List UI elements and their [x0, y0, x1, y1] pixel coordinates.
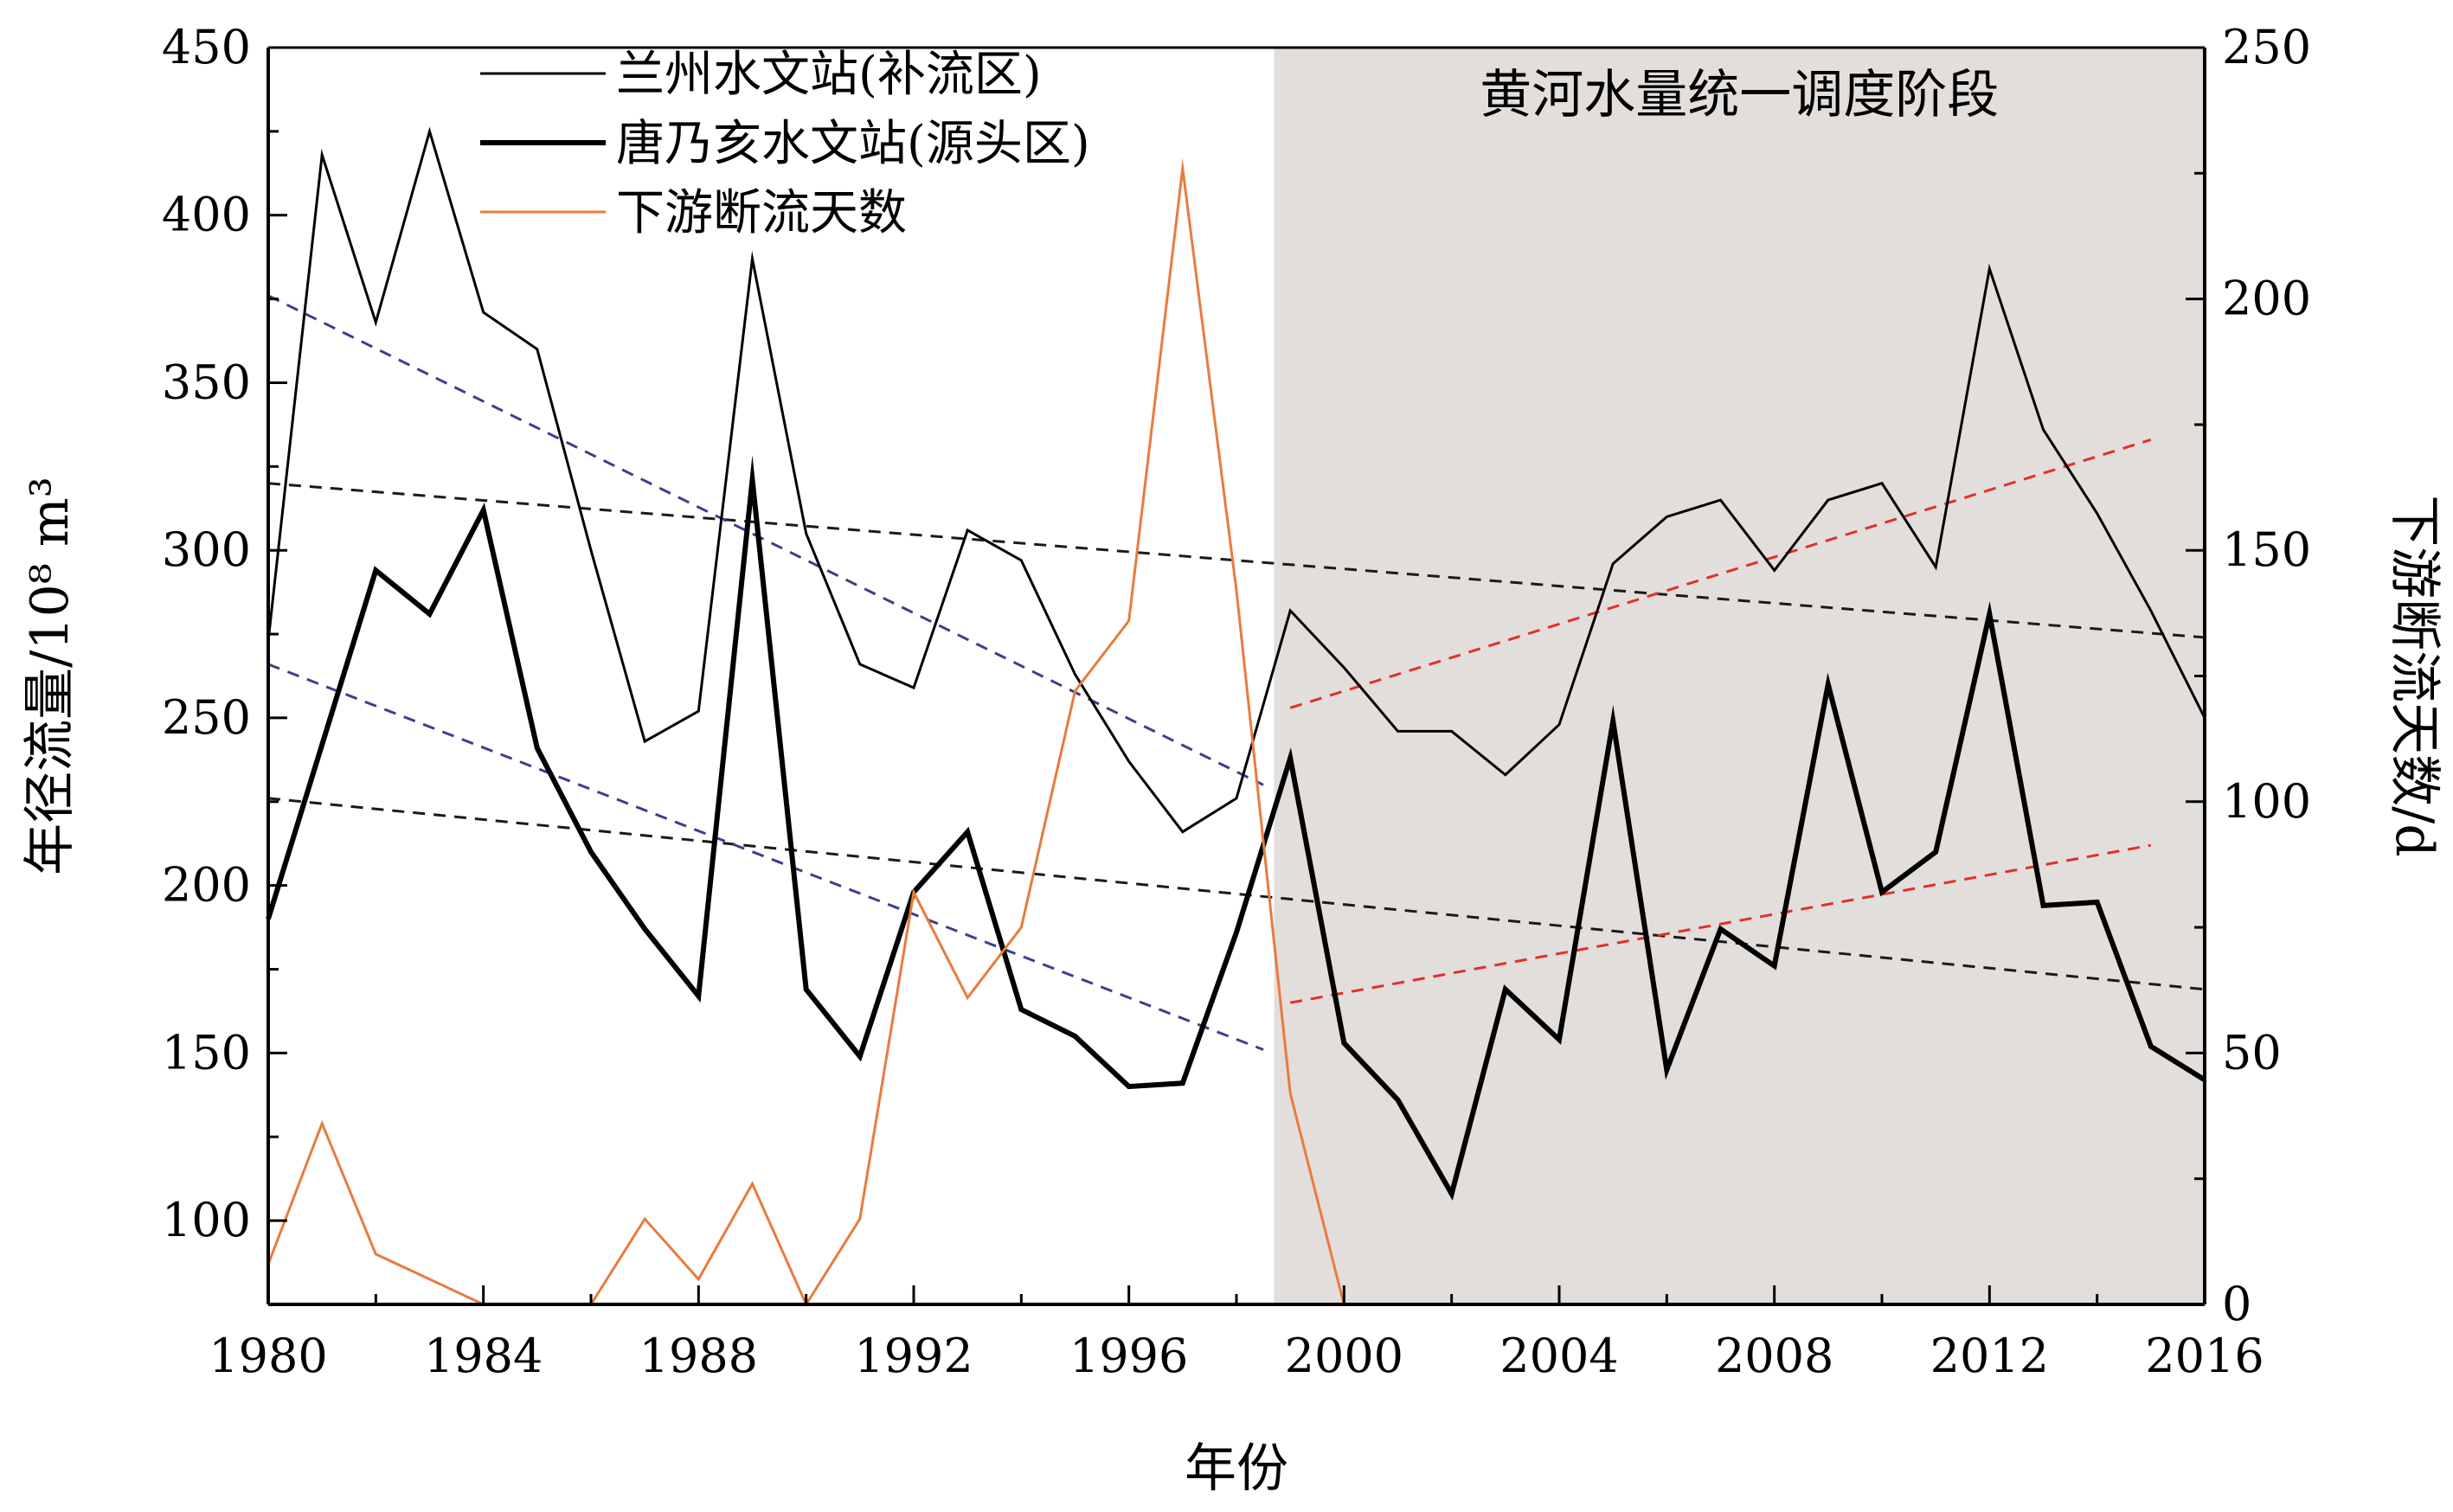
trend-line-2: [267, 797, 2206, 991]
x-tick-label: 2012: [1930, 1329, 2049, 1383]
right-y-axis-title: 下游断流天数/d: [2384, 495, 2444, 857]
x-axis-title: 年份: [1185, 1438, 1288, 1499]
shaded-region-label: 黄河水量统一调度阶段: [1480, 65, 1999, 125]
legend-label-3: 下游断流天数: [616, 185, 907, 241]
left-y-tick-label: 100: [162, 1193, 251, 1247]
x-tick-label: 1984: [424, 1329, 543, 1383]
x-tick-label: 2004: [1499, 1329, 1618, 1383]
right-y-tick-label: 200: [2222, 272, 2311, 326]
x-tick-label: 2008: [1715, 1329, 1833, 1383]
right-y-tick-label: 0: [2222, 1277, 2251, 1331]
left-y-tick-label: 400: [162, 188, 251, 242]
right-y-tick-label: 50: [2222, 1025, 2282, 1080]
shaded-region: [1274, 48, 2205, 1304]
trend-line-6: [1289, 843, 2152, 1004]
trend-line-4: [267, 663, 1264, 1051]
right-y-tick-label: 250: [2222, 20, 2311, 74]
x-tick-label: 2000: [1285, 1329, 1403, 1383]
trend-line-3: [267, 294, 1264, 786]
left-y-axis-title: 年径流量/10⁸ m³: [20, 477, 80, 875]
left-y-tick-label: 200: [162, 858, 251, 913]
right-y-tick-label: 100: [2222, 774, 2311, 829]
left-y-tick-label: 350: [162, 355, 251, 409]
left-y-tick-label: 250: [162, 690, 251, 745]
left-y-tick-label: 150: [162, 1025, 251, 1080]
left-y-tick-label: 300: [162, 522, 251, 577]
series-line-2: [266, 455, 2206, 1201]
left-y-tick-label: 450: [162, 20, 251, 74]
legend-label-1: 兰州水文站(补流区): [616, 47, 1042, 103]
x-tick-label: 1980: [209, 1329, 327, 1383]
x-tick-label: 2016: [2145, 1329, 2264, 1383]
right-y-tick-label: 150: [2222, 522, 2311, 577]
x-tick-label: 1988: [639, 1329, 758, 1383]
x-tick-label: 1992: [854, 1329, 973, 1383]
trend-line-5: [1289, 438, 2152, 709]
x-tick-label: 1996: [1069, 1329, 1188, 1383]
legend-label-2: 唐乃亥水文站(源头区): [616, 116, 1090, 172]
series-line-1: [266, 126, 2206, 834]
